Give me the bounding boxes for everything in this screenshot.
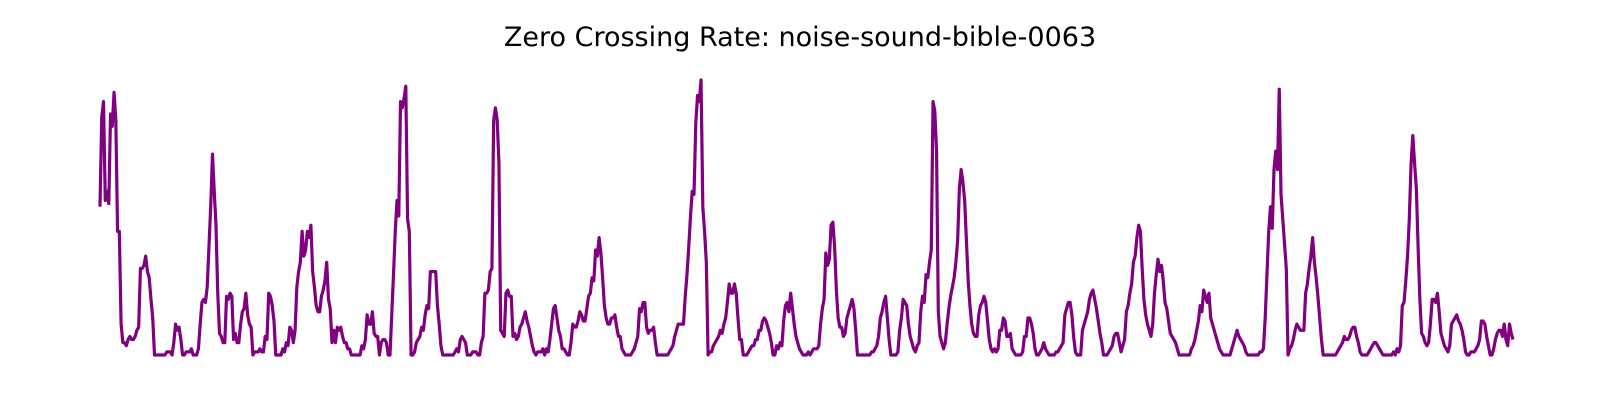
chart-title: Zero Crossing Rate: noise-sound-bible-00… [503,22,1097,53]
zcr-series-line [98,78,1515,357]
